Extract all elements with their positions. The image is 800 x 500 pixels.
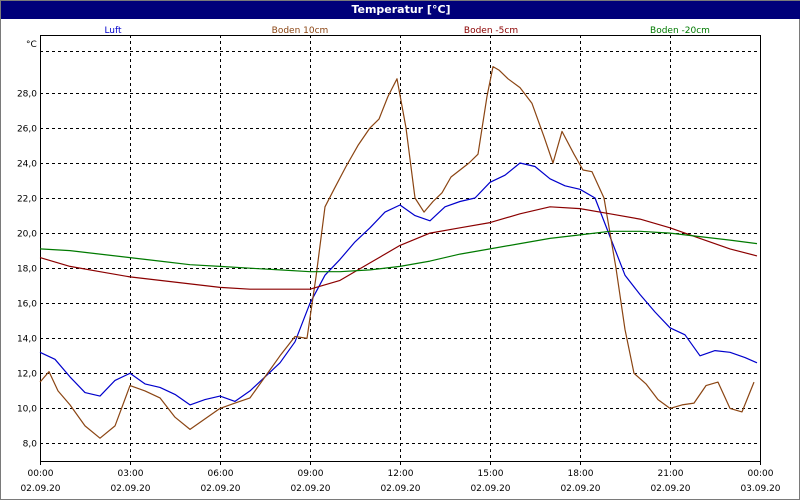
x-tick-date: 02.09.20 — [380, 484, 420, 494]
x-tick-time: 00:00 — [28, 469, 54, 479]
y-tick-label: 22,0 — [17, 195, 37, 205]
x-tick-time: 00:00 — [748, 469, 774, 479]
x-axis-ticks: 00:00 02.09.20 03:00 02.09.20 06:00 02.09.20 0… — [20, 461, 781, 494]
grid-lines — [40, 35, 760, 461]
y-tick-label: 8,0 — [23, 440, 38, 450]
legend-entry: Boden -5cm — [464, 26, 518, 36]
x-tick-date: 02.09.20 — [560, 484, 600, 494]
x-tick-time: 12:00 — [388, 469, 414, 479]
chart-title: Temperatur [°C] — [1, 1, 800, 19]
y-tick-label: 24,0 — [17, 160, 37, 170]
legend-entry: Boden -20cm — [650, 26, 710, 36]
y-tick-label: 20,0 — [17, 230, 37, 240]
series-line-luft — [39, 162, 758, 406]
x-tick-time: 06:00 — [208, 469, 234, 479]
series-line-boden-10cm — [39, 65, 755, 439]
x-tick-time: 21:00 — [658, 469, 684, 479]
y-tick-label: 18,0 — [17, 265, 37, 275]
x-tick-date: 02.09.20 — [650, 484, 690, 494]
y-tick-label: 16,0 — [17, 300, 37, 310]
legend-entry: Boden 10cm — [272, 26, 329, 36]
legend: Luft Boden 10cm Boden -5cm Boden -20cm — [104, 26, 710, 36]
x-tick-date: 02.09.20 — [20, 484, 60, 494]
x-tick-date: 03.09.20 — [740, 484, 780, 494]
x-tick-time: 15:00 — [478, 469, 504, 479]
series-line-boden-5cm — [39, 206, 758, 290]
y-tick-label: 28,0 — [17, 90, 37, 100]
y-axis-ticks: 8,0 10,0 12,0 14,0 16,0 18,0 20,0 22,0 24,0 26,0 2… — [17, 90, 37, 450]
y-tick-label: 26,0 — [17, 125, 37, 135]
series-line-boden-20cm — [39, 230, 758, 273]
x-tick-time: 03:00 — [118, 469, 144, 479]
x-tick-date: 02.09.20 — [290, 484, 330, 494]
y-tick-label: 10,0 — [17, 405, 37, 415]
x-tick-date: 02.09.20 — [470, 484, 510, 494]
y-tick-label: 12,0 — [17, 370, 37, 380]
x-tick-time: 18:00 — [568, 469, 594, 479]
x-tick-date: 02.09.20 — [200, 484, 240, 494]
legend-entry: Luft — [104, 26, 122, 36]
x-tick-time: 09:00 — [298, 469, 324, 479]
y-tick-label: 14,0 — [17, 335, 37, 345]
series-layer — [39, 65, 758, 439]
x-tick-date: 02.09.20 — [110, 484, 150, 494]
y-axis-unit: °C — [26, 40, 37, 50]
